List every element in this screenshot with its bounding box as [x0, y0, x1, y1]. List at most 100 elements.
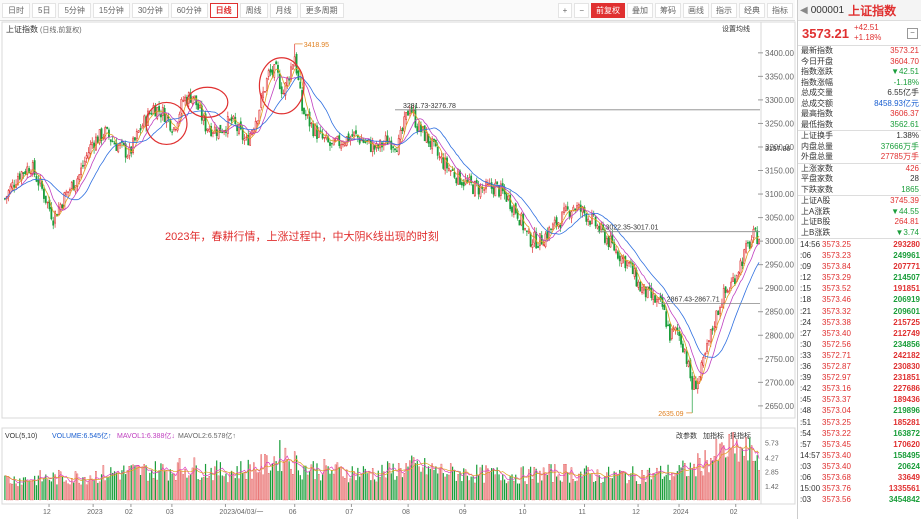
toolbar-action-button[interactable]: 画线 — [683, 3, 709, 18]
toolbar-action-button[interactable]: 筹码 — [655, 3, 681, 18]
volume-bar — [366, 473, 368, 500]
candle-body — [228, 118, 231, 121]
candle-body — [596, 225, 599, 229]
candle-body — [243, 138, 246, 141]
volume-bar — [589, 473, 591, 500]
tick-row: :45 3573.37 189436 — [798, 394, 921, 405]
toolbar-action-button[interactable]: 前复权 — [591, 3, 625, 18]
volume-bar — [260, 454, 263, 501]
tick-price: 3573.25 — [822, 417, 851, 427]
toolbar-action-button[interactable]: − — [574, 3, 589, 18]
candle-body — [238, 124, 240, 134]
toolbar-action-button[interactable]: 指示 — [711, 3, 737, 18]
volume-tool-button[interactable]: 换指标 — [730, 431, 751, 440]
volume-y-tick: 2.85 — [765, 470, 779, 477]
y-tick-label: 2850.00 — [765, 308, 794, 317]
kline-chart[interactable]: 3400.00 3350.00 3300.00 3250.00 3200.00 3150.… — [0, 0, 797, 519]
volume-bar — [290, 468, 292, 501]
period-tab[interactable]: 日时 — [2, 2, 30, 18]
volume-bar — [266, 455, 268, 501]
toolbar-action-button[interactable]: + — [557, 3, 573, 18]
candle-body — [394, 148, 396, 151]
volume-tool-button[interactable]: 加指标 — [703, 431, 724, 440]
volume-bar — [488, 472, 491, 501]
volume-bar — [405, 463, 407, 501]
stat-label: 上B涨跌 — [801, 227, 831, 237]
stat-row: 今日开盘 3604.70 — [798, 57, 921, 68]
period-tab[interactable]: 30分钟 — [131, 2, 169, 18]
period-tab[interactable]: 5分钟 — [58, 2, 91, 18]
candle-body — [550, 228, 552, 230]
volume-bar — [123, 465, 125, 500]
candle-body — [425, 132, 428, 143]
candle-body — [286, 77, 289, 86]
volume-bar — [617, 474, 619, 500]
volume-bar — [438, 469, 441, 501]
toolbar-action-button[interactable]: 指标 — [767, 3, 793, 18]
volume-bar — [104, 480, 106, 501]
candle-body — [652, 293, 655, 300]
ma-settings-button[interactable]: 设置均线 — [722, 24, 750, 33]
volume-bar — [658, 471, 660, 501]
volume-bar — [336, 462, 339, 501]
period-tab[interactable]: 15分钟 — [92, 2, 130, 18]
volume-bar — [152, 478, 155, 501]
candle-body — [104, 127, 107, 140]
volume-bar — [80, 484, 82, 501]
candle-body — [680, 333, 682, 345]
period-tab[interactable]: 5日 — [32, 2, 57, 18]
volume-bar — [567, 472, 569, 500]
volume-bar — [52, 472, 54, 500]
candle-body — [436, 146, 439, 156]
candle-body — [17, 176, 19, 185]
period-tab[interactable]: 60分钟 — [170, 2, 208, 18]
volume-bar — [327, 466, 329, 500]
candle-body — [527, 230, 530, 234]
candle-body — [152, 105, 155, 114]
period-tabs: 日时 5日 5分钟 15分钟 30分钟 60分钟 日线 周线 月线 更多周期 — [0, 2, 344, 18]
volume-bar — [132, 464, 134, 501]
candle-body — [758, 238, 760, 245]
volume-bar — [626, 483, 628, 501]
candle-body — [124, 143, 127, 158]
stat-label: 上证A股 — [801, 196, 831, 205]
volume-bar — [254, 469, 257, 501]
volume-bar — [273, 456, 276, 501]
period-tab[interactable]: 更多周期 — [299, 2, 344, 18]
volume-bar — [674, 473, 677, 501]
candle-body — [106, 126, 108, 129]
tick-list[interactable]: 14:56 3573.25 293280:06 3573.23 249961:09 357… — [798, 239, 921, 505]
candle-body — [594, 216, 597, 227]
volume-bar — [403, 473, 406, 501]
toolbar-action-button[interactable]: 叠加 — [627, 3, 653, 18]
tick-time: :33 — [800, 350, 812, 360]
volume-tool-button[interactable]: 改参数 — [676, 431, 697, 440]
y-tick-label: 2950.00 — [765, 261, 794, 270]
mavol5-line — [4, 440, 760, 484]
period-tab[interactable]: 日线 — [209, 2, 238, 18]
volume-bar — [593, 481, 595, 500]
candle-body — [182, 100, 185, 102]
stat-label: 上证B股 — [801, 217, 831, 226]
period-tab[interactable]: 月线 — [269, 2, 298, 18]
candle-body — [330, 142, 333, 145]
volume-bar — [449, 463, 452, 501]
candle-body — [33, 160, 36, 175]
volume-bar — [110, 467, 112, 500]
volume-bar — [349, 478, 352, 501]
volume-bar — [654, 473, 656, 500]
highlight-circle — [145, 101, 188, 146]
volume-bar — [351, 466, 353, 500]
volume-bar — [539, 470, 541, 501]
candle-body — [518, 219, 521, 226]
stat-row: 最低指数 3562.61 — [798, 120, 921, 131]
candle-body — [390, 140, 393, 150]
period-tab[interactable]: 周线 — [239, 2, 268, 18]
prev-stock-icon[interactable]: ◀ — [800, 4, 808, 16]
tick-price: 3572.87 — [822, 362, 851, 372]
volume-bar — [355, 480, 357, 500]
collapse-icon[interactable]: − — [907, 27, 918, 39]
y-tick-label: 2900.00 — [765, 284, 794, 293]
toolbar-action-button[interactable]: 经典 — [739, 3, 765, 18]
volume-bar — [316, 463, 318, 500]
